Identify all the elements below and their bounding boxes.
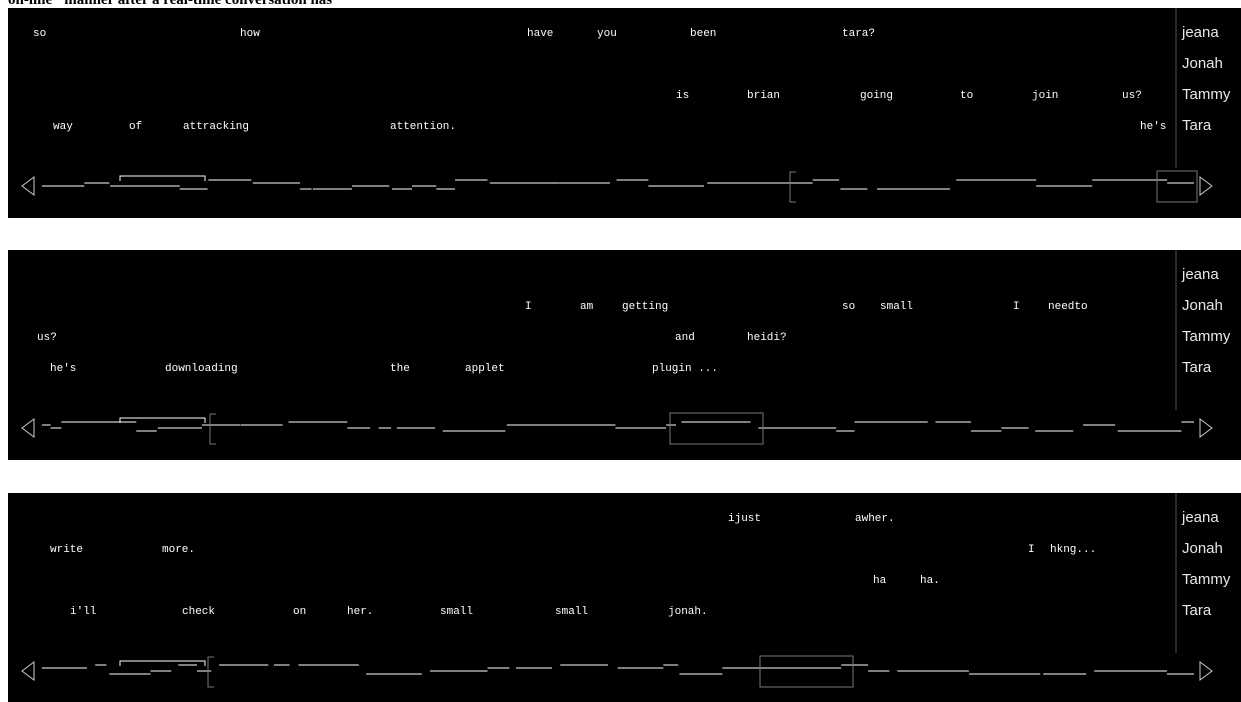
word: way: [53, 121, 73, 133]
word: I: [1013, 301, 1020, 313]
view-window[interactable]: [669, 412, 764, 445]
word: downloading: [165, 363, 238, 375]
turn-marker: [119, 175, 206, 181]
word: to: [960, 90, 973, 102]
word: hkng...: [1050, 544, 1096, 556]
speaker-name: jeana: [1181, 24, 1219, 41]
word: have: [527, 28, 553, 40]
view-window[interactable]: [759, 655, 854, 688]
word: brian: [747, 90, 780, 102]
word: ha: [873, 575, 887, 587]
word: awher.: [855, 513, 895, 525]
word: join: [1032, 90, 1058, 102]
word: small: [880, 301, 913, 313]
word: more.: [162, 544, 195, 556]
word: small: [555, 606, 588, 618]
speaker-name: Jonah: [1182, 55, 1223, 72]
view-window[interactable]: [1156, 170, 1198, 203]
speaker-name: Tara: [1182, 602, 1212, 619]
word: so: [842, 301, 855, 313]
word: on: [293, 606, 306, 618]
panel-background: [8, 8, 1241, 218]
word: so: [33, 28, 46, 40]
word: i'll: [70, 606, 96, 618]
speaker-name: Tara: [1182, 117, 1212, 134]
panel: so how have you been tara? is brian going to join u…: [8, 8, 1241, 218]
word: getting: [622, 301, 668, 313]
word: I: [525, 301, 532, 313]
scroll-left-arrow[interactable]: [21, 176, 35, 196]
word: and: [675, 332, 695, 344]
word: needto: [1048, 301, 1088, 313]
word: her.: [347, 606, 373, 618]
time-bracket: [789, 171, 796, 203]
word: us?: [37, 332, 57, 344]
word: jonah.: [668, 606, 708, 618]
word: check: [182, 606, 215, 618]
word: plugin ...: [652, 363, 718, 375]
speaker-name: Tammy: [1182, 328, 1231, 345]
speaker-name: Jonah: [1182, 540, 1223, 557]
scroll-left-arrow[interactable]: [21, 661, 35, 681]
word: am: [580, 301, 594, 313]
word: write: [50, 544, 83, 556]
speaker-name: jeana: [1181, 509, 1219, 526]
word: he's: [50, 363, 76, 375]
word: heidi?: [747, 332, 787, 344]
word: of: [129, 121, 142, 133]
word: the: [390, 363, 410, 375]
word: how: [240, 28, 260, 40]
turn-marker: [119, 417, 206, 423]
word: he's: [1140, 121, 1166, 133]
word: applet: [465, 363, 505, 375]
word: is: [676, 90, 689, 102]
word: attracking: [183, 121, 249, 133]
scroll-right-arrow[interactable]: [1199, 418, 1213, 438]
header-text: on-line" manner after a real-time conver…: [8, 0, 332, 8]
time-bracket: [207, 656, 214, 688]
word: you: [597, 28, 617, 40]
panel-background: [8, 493, 1241, 702]
scroll-right-arrow[interactable]: [1199, 661, 1213, 681]
word: been: [690, 28, 716, 40]
word: ha.: [920, 575, 940, 587]
word: ijust: [728, 513, 761, 525]
speaker-name: Tammy: [1182, 86, 1231, 103]
word: us?: [1122, 90, 1142, 102]
turn-marker: [119, 660, 206, 666]
scroll-left-arrow[interactable]: [21, 418, 35, 438]
scroll-right-arrow[interactable]: [1199, 176, 1213, 196]
time-bracket: [209, 413, 216, 445]
word: small: [440, 606, 473, 618]
word: tara?: [842, 28, 875, 40]
speaker-name: Jonah: [1182, 297, 1223, 314]
word: going: [860, 90, 893, 102]
speaker-name: Tammy: [1182, 571, 1231, 588]
word: attention.: [390, 121, 456, 133]
word: I: [1028, 544, 1035, 556]
speaker-name: Tara: [1182, 359, 1212, 376]
speaker-name: jeana: [1181, 266, 1219, 283]
